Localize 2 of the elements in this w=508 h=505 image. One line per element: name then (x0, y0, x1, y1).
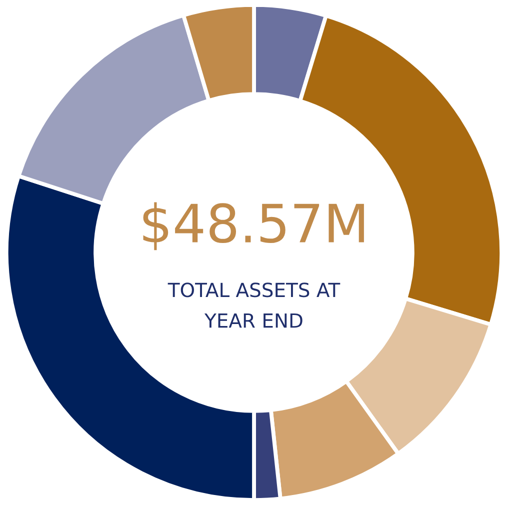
text: $48.57M (143, 202, 364, 250)
text: TOTAL ASSETS AT YEAR END (168, 282, 340, 328)
